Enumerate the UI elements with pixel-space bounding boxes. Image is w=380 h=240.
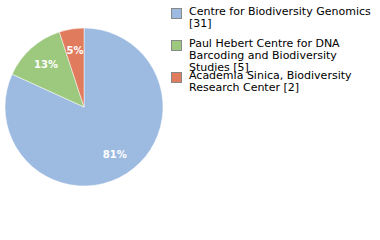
- legend-swatch: [171, 72, 182, 83]
- legend-swatch: [171, 40, 182, 51]
- legend-label: Centre for Biodiversity Genomics [31]: [189, 6, 373, 30]
- data-label: 81%: [103, 149, 127, 160]
- legend-swatch: [171, 8, 182, 19]
- pie-slice: [59, 28, 84, 107]
- data-label: 5%: [67, 45, 84, 56]
- chart-root: 81% 13% 5% Centre for Biodiversity Genomics…: [0, 0, 380, 240]
- legend-label: Paul Hebert Centre for DNA Barcoding and…: [189, 38, 373, 74]
- data-label: 13%: [34, 59, 58, 70]
- chart-svg: 81% 13% 5%: [0, 0, 380, 240]
- slices: [5, 28, 163, 186]
- pie-slice: [5, 28, 163, 186]
- data-labels: 81% 13% 5%: [34, 45, 127, 160]
- legend-label: Academia Sinica, Biodiversity Research C…: [189, 70, 373, 94]
